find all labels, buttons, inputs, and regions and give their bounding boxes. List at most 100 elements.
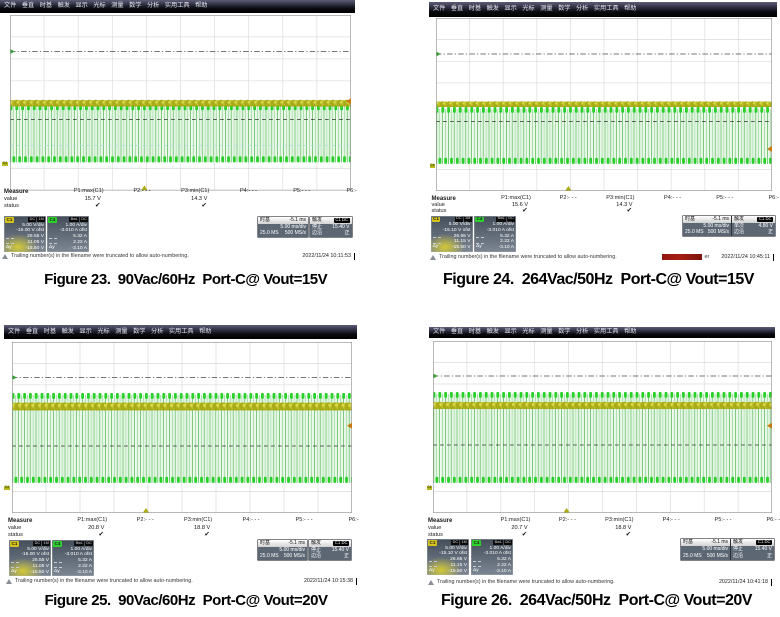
menu-item-display[interactable]: 显示 <box>79 327 92 335</box>
menu-item-file[interactable]: 文件 <box>4 2 17 10</box>
menu-item-timebase[interactable]: 时基 <box>468 328 482 336</box>
redacted-text-suffix: er <box>704 254 710 260</box>
channel-descriptor-c4[interactable]: C4 BwL DC 1.00 A/div -3.010 A ofst 5.32 A 2.22… <box>47 216 89 252</box>
cursor-dash-icon <box>49 243 57 245</box>
channel-info-row: 2.22 A <box>73 239 87 245</box>
trigger-source-badge: C1 DC <box>333 217 350 224</box>
timebase-box[interactable]: 时基 -5.1 ms 5.00 ms/div 25.0 MS 500 MS/s <box>683 216 731 236</box>
menu-item-vertical[interactable]: 垂直 <box>450 5 464 13</box>
menu-item-display[interactable]: 显示 <box>75 2 88 10</box>
menu-item-math[interactable]: 数学 <box>558 328 571 336</box>
measure-param-label: P3:min(C1) <box>606 194 635 201</box>
menu-item-help[interactable]: 帮助 <box>199 327 212 335</box>
channel-descriptor-c1[interactable]: C1 DC 1M 5.00 V/div -15.10 V ofst 26.65 V 11.1… <box>427 539 469 575</box>
timebase-header: 时基 -5.1 ms <box>258 540 307 547</box>
menu-item-trigger[interactable]: 触发 <box>61 327 74 335</box>
trigger-kind-row: 边沿 正 <box>310 230 352 237</box>
c4-ground-marker: C4 <box>2 161 8 166</box>
menu-item-trigger[interactable]: 触发 <box>486 5 499 13</box>
menu-item-cursors[interactable]: 光标 <box>93 2 106 10</box>
channel-descriptor-c4[interactable]: C4 BwL DC 1.00 A/div -3.010 A ofst 5.32 A 2.22… <box>471 539 513 575</box>
menu-item-display[interactable]: 显示 <box>504 5 517 13</box>
channel-descriptor-c1[interactable]: C1 DC 1M 5.00 V/div -15.00 V ofst 26.55 V 11.0… <box>4 216 46 252</box>
menu-item-file[interactable]: 文件 <box>8 327 21 335</box>
trigger-box[interactable]: 触发 C1 DC 停止 15.40 V 边沿 正 <box>309 540 351 560</box>
menu-item-trigger[interactable]: 触发 <box>57 2 70 10</box>
menu-item-cursors[interactable]: 光标 <box>97 327 110 335</box>
menu-item-analysis[interactable]: 分析 <box>576 5 589 13</box>
trigger-mode: 停止 <box>312 223 323 230</box>
menu-item-vertical[interactable]: 垂直 <box>25 327 39 335</box>
delta-label: Δy <box>49 244 55 250</box>
menu-item-analysis[interactable]: 分析 <box>147 2 160 10</box>
measure-param-value: 15.6 V <box>511 201 529 208</box>
cursor-dash-icon <box>476 237 484 239</box>
timebase-title: 时基 <box>260 539 271 546</box>
timebase-header: 时基 -5.1 ms <box>681 539 730 547</box>
menu-item-trigger[interactable]: 触发 <box>486 328 499 336</box>
menu-item-help[interactable]: 帮助 <box>624 328 637 336</box>
cursor-dash-icon <box>11 567 19 569</box>
menu-item-file[interactable]: 文件 <box>433 328 446 336</box>
measure-param-label: P1:max(C1) <box>500 517 531 523</box>
menu-item-utilities[interactable]: 实用工具 <box>593 5 619 13</box>
channel-descriptor-c1[interactable]: C1 DC 1M 5.00 V/div -15.10 V ofst 26.65 V 11.1… <box>430 215 473 252</box>
menu-item-measure[interactable]: 测量 <box>540 328 553 336</box>
figure-caption-3: Figure 25. 90Vac/60Hz Port-C@ Vout=20V <box>44 592 328 609</box>
channel-info-row: 1.00 A/div <box>492 222 514 227</box>
menu-item-math[interactable]: 数学 <box>129 2 142 10</box>
trigger-level-marker <box>767 146 772 152</box>
menu-item-utilities[interactable]: 实用工具 <box>593 328 619 336</box>
menu-item-timebase[interactable]: 时基 <box>39 2 53 10</box>
cursor-dash-icon <box>473 566 481 568</box>
menu-item-utilities[interactable]: 实用工具 <box>168 327 194 335</box>
menu-item-measure[interactable]: 测量 <box>540 5 553 13</box>
measure-param-label: P5:- - - <box>716 194 734 201</box>
menu-item-measure[interactable]: 测量 <box>115 327 128 335</box>
menu-item-file[interactable]: 文件 <box>433 5 446 13</box>
timebase-box[interactable]: 时基 -5.1 ms 5.00 ms/div 25.0 MS 500 MS/s <box>258 540 307 560</box>
menu-item-timebase[interactable]: 时基 <box>468 5 482 13</box>
timebase-title: 时基 <box>685 215 696 222</box>
trigger-level: 4.80 V <box>758 222 773 229</box>
menu-item-vertical[interactable]: 垂直 <box>21 2 35 10</box>
channel-descriptor-c1[interactable]: C1 DC 1M 5.00 V/div -15.00 V ofst 26.55 V 11.0… <box>9 540 51 576</box>
measure-row-label-value: value <box>8 524 22 531</box>
measure-param-value: 15.7 V <box>84 195 101 202</box>
warning-icon <box>2 253 8 259</box>
trigger-box[interactable]: 触发 C1 DC 停止 15.40 V 边沿 正 <box>310 217 352 237</box>
timebase-box[interactable]: 时基 -5.1 ms 5.00 ms/div 25.0 MS 500 MS/s <box>258 217 308 237</box>
menu-item-help[interactable]: 帮助 <box>624 5 637 13</box>
trigger-mode-row: 停止 15.40 V <box>731 546 774 553</box>
menu-item-math[interactable]: 数学 <box>133 327 146 335</box>
menu-item-timebase[interactable]: 时基 <box>43 327 57 335</box>
timebase-box[interactable]: 时基 -5.1 ms 5.00 ms/div 25.0 MS 500 MS/s <box>681 539 730 560</box>
measure-row-label-measure: Measure <box>428 518 453 524</box>
channel-descriptor-c4[interactable]: C4 BwL DC 1.00 A/div -3.010 A ofst 5.32 A 2.22… <box>52 540 94 576</box>
trigger-box[interactable]: 触发 C1 DC 停止 15.40 V 边沿 正 <box>731 539 774 560</box>
menu-item-utilities[interactable]: 实用工具 <box>164 2 190 10</box>
menu-item-analysis[interactable]: 分析 <box>151 327 164 335</box>
menu-item-math[interactable]: 数学 <box>558 5 571 13</box>
menu-item-measure[interactable]: 测量 <box>111 2 124 10</box>
channel-coupling-badges: BwL DC <box>74 540 93 547</box>
menu-item-help[interactable]: 帮助 <box>195 2 208 10</box>
menu-item-cursors[interactable]: 光标 <box>522 5 535 13</box>
menu-item-display[interactable]: 显示 <box>504 328 517 336</box>
coupling-badge: BwL <box>493 539 504 546</box>
channel-info-row: -15.00 V ofst <box>16 228 44 234</box>
measure-param-label: P1:max(C1) <box>77 517 108 523</box>
measure-param-label: P1:max(C1) <box>73 188 104 194</box>
channel-descriptor-c4[interactable]: C4 BwL DC 1.00 A/div -3.010 A ofst 5.32 A 2.22… <box>474 215 516 252</box>
menu-item-analysis[interactable]: 分析 <box>576 328 589 336</box>
coupling-badge: BwL <box>74 540 85 547</box>
channel-info-row: 2.22 A <box>500 239 514 245</box>
measure-row-label-status: status <box>428 532 443 538</box>
measure-param-value: 18.8 V <box>615 524 632 531</box>
status-message: Trailing number(s) in the filename were … <box>11 253 189 259</box>
menu-item-cursors[interactable]: 光标 <box>522 328 535 336</box>
menu-item-vertical[interactable]: 垂直 <box>450 328 464 336</box>
trigger-title: 触发 <box>733 539 744 546</box>
trigger-box[interactable]: 触发 C1 DC 单次 4.80 V 边沿 正 <box>732 216 775 236</box>
